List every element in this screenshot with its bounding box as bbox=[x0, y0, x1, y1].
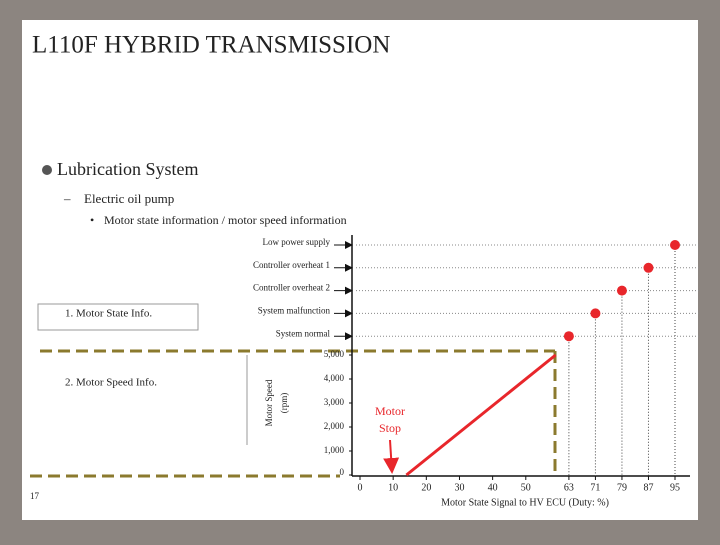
y-tick-label: 3,000 bbox=[324, 397, 345, 407]
x-tick-label: 10 bbox=[388, 482, 398, 493]
y-tick-label: 4,000 bbox=[324, 373, 345, 383]
state-label: Controller overheat 2 bbox=[253, 283, 330, 293]
state-label: Controller overheat 1 bbox=[253, 260, 330, 270]
dot: • bbox=[90, 213, 94, 227]
bullet-1: Lubrication System bbox=[57, 159, 198, 179]
x-tick-label: 0 bbox=[358, 482, 363, 493]
annotation-arrow bbox=[383, 439, 400, 474]
y-tick-label: 5,000 bbox=[324, 349, 345, 359]
state-label: Low power supply bbox=[263, 237, 331, 247]
x-tick-label: 79 bbox=[617, 482, 627, 493]
y-tick-label: 0 bbox=[340, 467, 345, 477]
speed-line bbox=[405, 353, 557, 477]
box-1 bbox=[37, 303, 199, 331]
y-tick-label: 2,000 bbox=[324, 421, 345, 431]
annotation: Motor bbox=[375, 404, 405, 418]
x-tick-label: 63 bbox=[564, 482, 574, 493]
x-tick-label: 20 bbox=[421, 482, 431, 493]
state-label: System normal bbox=[276, 328, 331, 338]
bullet-dot bbox=[42, 165, 52, 175]
page-number: 17 bbox=[30, 491, 40, 501]
x-tick-label: 30 bbox=[454, 482, 464, 493]
box-2-label: 2. Motor Speed Info. bbox=[65, 377, 157, 389]
state-label: System malfunction bbox=[258, 305, 331, 315]
state-point bbox=[670, 240, 680, 250]
x-tick-label: 71 bbox=[590, 482, 600, 493]
y-axis-label: Motor Speed bbox=[264, 379, 274, 426]
x-tick-label: 50 bbox=[521, 482, 531, 493]
annotation: Stop bbox=[379, 421, 401, 435]
y-axis-label: (rpm) bbox=[279, 393, 289, 414]
slide-title: L110F HYBRID TRANSMISSION bbox=[32, 32, 390, 59]
slide-bg bbox=[22, 20, 698, 520]
bullet-2: Electric oil pump bbox=[84, 191, 174, 206]
x-axis-label: Motor State Signal to HV ECU (Duty: %) bbox=[441, 497, 609, 508]
x-tick-label: 87 bbox=[643, 482, 653, 493]
box-1-label: 1. Motor State Info. bbox=[65, 308, 152, 320]
state-point bbox=[643, 262, 654, 273]
state-point bbox=[590, 308, 601, 319]
state-point bbox=[616, 285, 627, 296]
x-tick-label: 95 bbox=[670, 482, 680, 493]
state-point bbox=[563, 331, 574, 342]
y-tick-label: 1,000 bbox=[324, 445, 345, 455]
bullet-3: Motor state information / motor speed in… bbox=[104, 213, 347, 227]
dash: – bbox=[63, 191, 71, 206]
x-tick-label: 40 bbox=[488, 482, 498, 493]
